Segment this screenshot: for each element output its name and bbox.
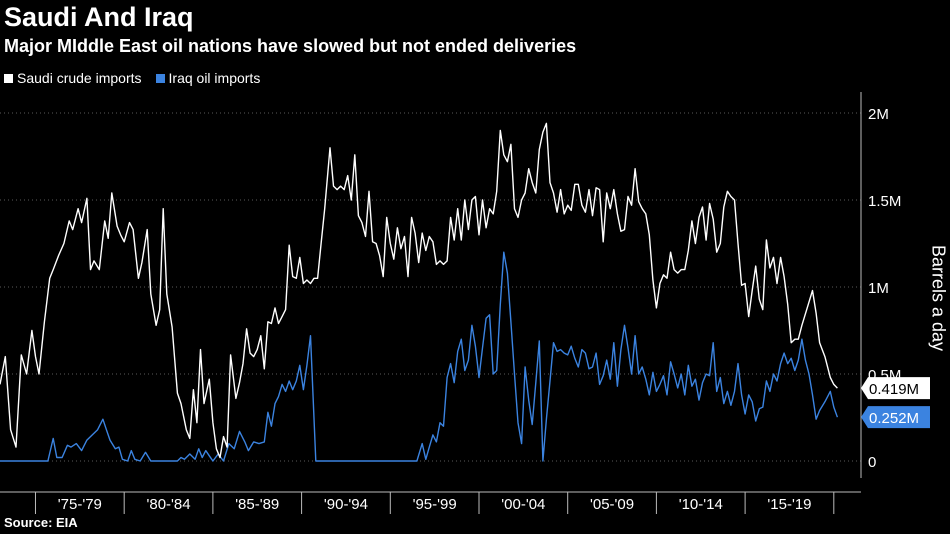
y-tick-label-0: 0 xyxy=(868,454,876,471)
y-tick-label-3: 1.5M xyxy=(868,193,901,210)
end-label-saudi: 0.419M xyxy=(869,381,919,398)
x-tick-label-7: '10-'14 xyxy=(679,496,723,513)
y-axis-label: Barrels a day xyxy=(928,244,949,352)
x-tick-label-5: '00-'04 xyxy=(501,496,545,513)
legend-item-saudi: Saudi crude imports xyxy=(4,70,142,86)
y-tick-label-4: 2M xyxy=(868,106,889,123)
series-line-saudi xyxy=(0,122,838,459)
legend: Saudi crude imports Iraq oil imports xyxy=(4,70,260,86)
end-label-iraq: 0.252M xyxy=(869,410,919,427)
x-tick-label-2: '85-'89 xyxy=(235,496,279,513)
x-tick-label-8: '15-'19 xyxy=(767,496,811,513)
legend-swatch-iraq xyxy=(155,73,165,83)
y-tick-label-2: 1M xyxy=(868,280,889,297)
legend-item-iraq: Iraq oil imports xyxy=(155,70,261,86)
chart-subtitle: Major MIddle East oil nations have slowe… xyxy=(4,36,577,56)
x-tick-label-0: '75-'79 xyxy=(58,496,102,513)
end-label-box-iraq xyxy=(861,406,930,429)
x-tick-label-1: '80-'84 xyxy=(146,496,190,513)
legend-label-saudi: Saudi crude imports xyxy=(17,70,142,86)
source-note: Source: EIA xyxy=(4,515,78,530)
legend-swatch-saudi xyxy=(4,73,13,83)
x-tick-label-3: '90-'94 xyxy=(324,496,368,513)
series-line-iraq xyxy=(0,251,839,462)
legend-label-iraq: Iraq oil imports xyxy=(168,70,261,86)
chart-title: Saudi And Iraq xyxy=(4,2,194,32)
end-label-box-saudi xyxy=(861,377,930,400)
x-tick-label-4: '95-'99 xyxy=(413,496,457,513)
x-tick-label-6: '05-'09 xyxy=(590,496,634,513)
